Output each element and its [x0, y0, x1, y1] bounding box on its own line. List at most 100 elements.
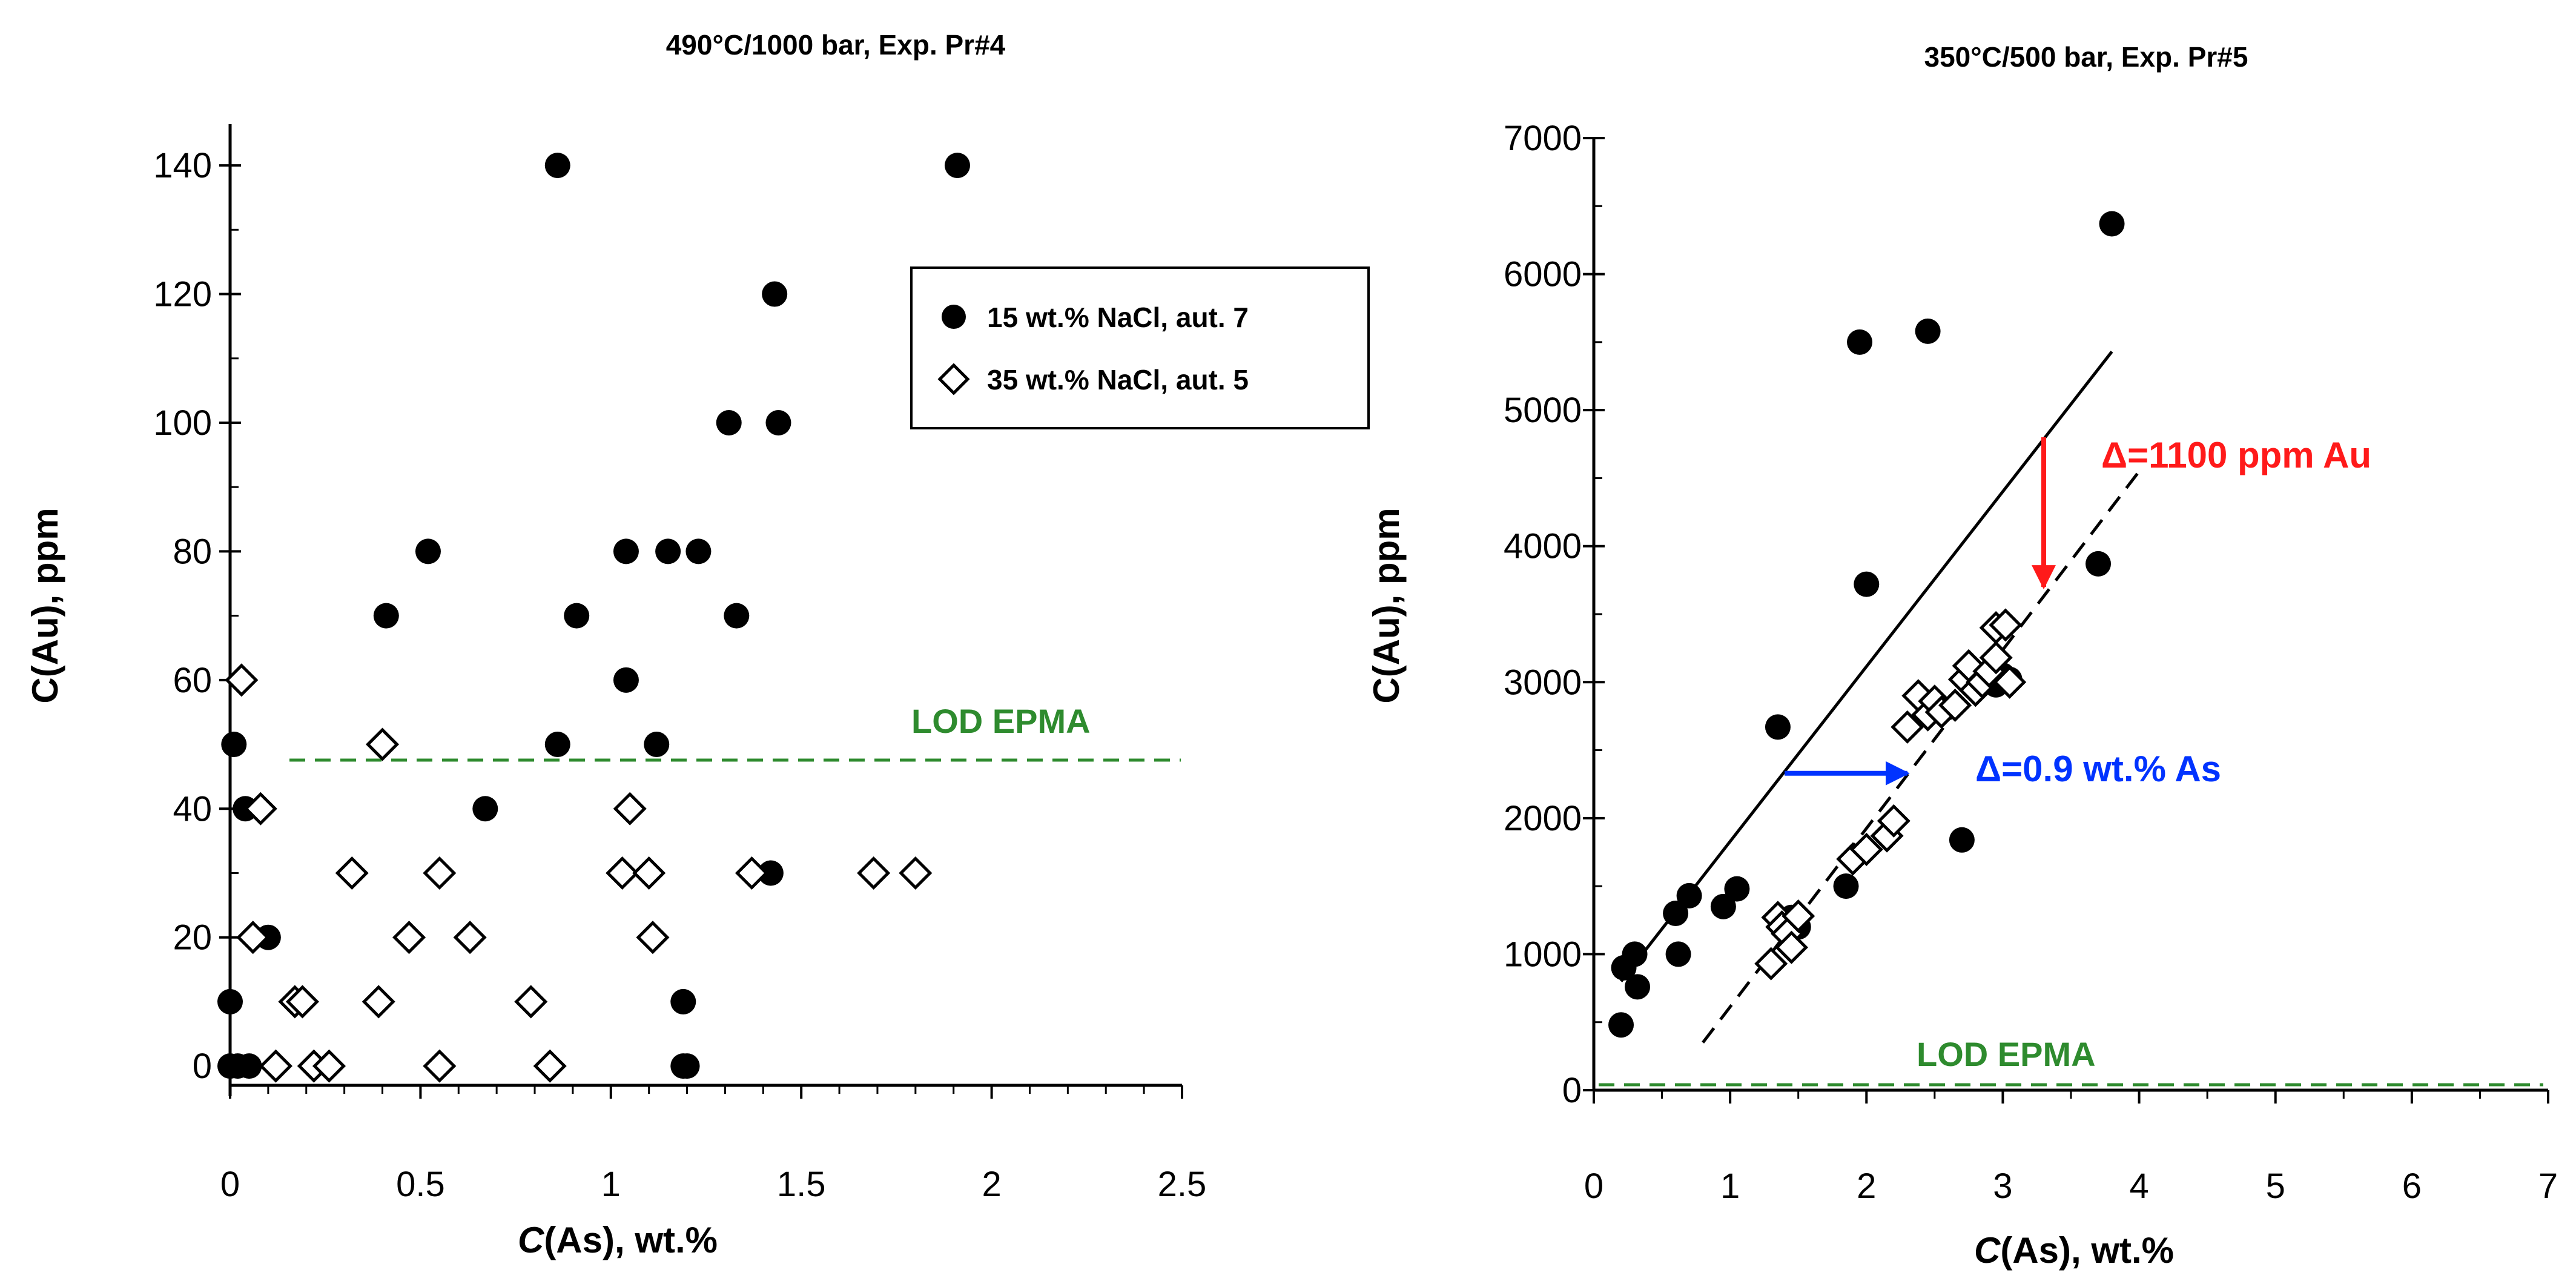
left-y-tick-label: 100: [153, 403, 212, 443]
open-diamond-point: [632, 856, 666, 890]
right-x-tick-label: 6: [2402, 1167, 2422, 1206]
delta-au-label: Δ=1100 ppm Au: [2101, 435, 2371, 475]
open-diamond-point: [1754, 947, 1788, 981]
open-diamond-point: [312, 1049, 346, 1083]
left-y-tick-labels: 0 20 40 60 80 100 120 140: [153, 146, 212, 1086]
right-x-tick-label: 1: [1720, 1167, 1740, 1206]
filled-circle-point: [373, 603, 399, 629]
right-x-tick-label: 4: [2129, 1167, 2148, 1206]
left-x-tick-label: 2.5: [1158, 1165, 1207, 1204]
open-diamond-point: [1877, 804, 1911, 838]
filled-circle-point: [564, 603, 590, 629]
open-diamond-point: [735, 856, 768, 890]
right-x-tick-label: 3: [1993, 1167, 2012, 1206]
right-x-tick-label: 5: [2266, 1167, 2285, 1206]
open-diamond-point: [236, 921, 270, 955]
left-y-tick-label: 60: [173, 661, 212, 700]
filled-circle-point: [415, 538, 441, 564]
right-series-filled: [1608, 211, 2125, 1038]
filled-circle-point: [2086, 551, 2112, 577]
right-y-tick-label: 7000: [1504, 119, 1582, 158]
right-y-axis-label: C(Au), ppm: [1366, 508, 1407, 703]
open-diamond-point: [365, 727, 400, 761]
left-series-open: [225, 663, 933, 1083]
filled-circle-point: [655, 538, 681, 564]
filled-circle-point: [221, 732, 247, 758]
filled-circle-point: [1622, 941, 1648, 967]
filled-circle-point: [716, 409, 742, 435]
filled-circle-point: [644, 732, 670, 758]
filled-circle-point: [1915, 318, 1941, 344]
left-x-tick-label: 2: [982, 1165, 1001, 1204]
open-diamond-point: [285, 985, 320, 1019]
right-x-tick-label: 2: [1857, 1167, 1876, 1206]
filled-circle-point: [670, 988, 696, 1014]
open-diamond-point: [362, 985, 395, 1019]
right-x-axis-label: C(As), wt.%: [1974, 1230, 2174, 1271]
filled-circle-point: [1676, 882, 1702, 908]
open-diamond-point: [1891, 710, 1924, 744]
left-x-tick-label: 1: [601, 1165, 621, 1204]
left-x-tick-label: 1.5: [777, 1165, 826, 1204]
filled-circle-point: [472, 796, 498, 822]
filled-circle-point: [544, 732, 570, 758]
open-diamond-point: [423, 856, 457, 890]
right-lod-label: LOD EPMA: [1917, 1035, 2096, 1073]
filled-circle-point: [685, 538, 712, 564]
open-diamond-point: [453, 921, 487, 955]
filled-circle-point: [1854, 571, 1880, 597]
filled-circle-point: [724, 603, 750, 629]
right-solid-trend-line: [1620, 351, 2113, 982]
open-diamond-point: [259, 1049, 292, 1083]
open-diamond-point: [1993, 665, 2027, 699]
left-series-filled: [217, 153, 971, 1079]
filled-circle-point: [236, 1053, 262, 1079]
open-diamond-point: [514, 985, 548, 1019]
open-diamond-point: [899, 856, 933, 890]
filled-circle-point: [1765, 714, 1791, 740]
filled-circle-point: [765, 409, 791, 435]
right-y-tick-label: 1000: [1504, 935, 1582, 974]
filled-circle-point: [613, 667, 639, 693]
right-y-tick-label: 4000: [1504, 527, 1582, 566]
open-diamond-point: [606, 856, 639, 890]
legend-open-diamond-marker: [937, 363, 970, 395]
right-chart-title: 350°C/500 bar, Exp. Pr#5: [1924, 41, 2248, 73]
open-diamond-point: [1989, 608, 2023, 642]
legend-box: [910, 266, 1370, 429]
left-x-axis-label-rest: (As), wt.%: [544, 1220, 718, 1260]
left-y-tick-label: 0: [193, 1047, 212, 1086]
open-diamond-point: [423, 1049, 457, 1083]
left-y-axis-label: C(Au), ppm: [25, 508, 65, 703]
filled-circle-point: [1710, 893, 1736, 919]
filled-circle-point: [1833, 873, 1859, 899]
filled-circle-point: [674, 1053, 700, 1079]
right-x-tick-label: 0: [1584, 1167, 1603, 1206]
right-x-tick-labels: 0 1 2 3 4 5 6 7: [1584, 1167, 2558, 1206]
open-diamond-point: [1979, 641, 2013, 675]
right-series-open: [1754, 608, 2027, 981]
legend-filled-circle-marker: [942, 305, 966, 329]
right-y-tick-label: 2000: [1504, 799, 1582, 838]
left-y-tick-label: 120: [153, 275, 212, 314]
left-lod-label: LOD EPMA: [911, 702, 1091, 740]
right-x-ticks: [1593, 1090, 2549, 1104]
legend-entry-1-label: 15 wt.% NaCl, aut. 7: [987, 302, 1249, 333]
right-y-tick-label: 6000: [1504, 255, 1582, 294]
left-y-tick-label: 20: [173, 918, 212, 958]
left-x-tick-labels: 0 0.5 1 1.5 2 2.5: [220, 1165, 1206, 1204]
open-diamond-point: [636, 921, 670, 955]
left-chart-title: 490°C/1000 bar, Exp. Pr#4: [666, 29, 1006, 61]
right-y-tick-labels: 0 1000 2000 3000 4000 5000 6000 7000: [1504, 119, 1582, 1110]
right-x-axis-label-rest: (As), wt.%: [2000, 1230, 2174, 1271]
filled-circle-point: [1847, 329, 1873, 355]
right-y-tick-label: 5000: [1504, 391, 1582, 430]
filled-circle-point: [2099, 211, 2125, 237]
left-x-ticks: [229, 1085, 1183, 1099]
filled-circle-point: [945, 153, 971, 179]
left-y-tick-label: 40: [173, 789, 212, 829]
left-chart: 490°C/1000 bar, Exp. Pr#4 02040608010012…: [25, 29, 1370, 1260]
open-diamond-point: [1782, 899, 1815, 933]
left-x-tick-label: 0: [220, 1165, 240, 1204]
